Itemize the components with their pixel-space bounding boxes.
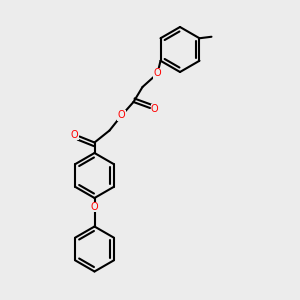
Text: O: O <box>91 202 98 212</box>
Text: O: O <box>151 104 159 115</box>
Text: O: O <box>118 110 125 121</box>
Text: O: O <box>71 130 79 140</box>
Text: O: O <box>154 68 161 79</box>
